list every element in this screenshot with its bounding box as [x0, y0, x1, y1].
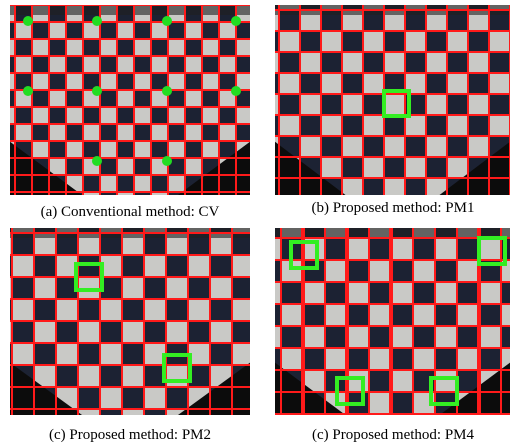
green-marker	[92, 86, 102, 96]
checkerboard	[275, 5, 510, 195]
caption: (c) Proposed method: PM2	[49, 427, 211, 443]
green-marker	[231, 86, 241, 96]
checkerboard	[10, 5, 250, 195]
green-marker	[162, 86, 172, 96]
image-panel	[10, 5, 250, 195]
caption: (a) Conventional method: CV	[41, 204, 220, 220]
image-panel	[275, 228, 510, 415]
green-marker	[162, 156, 172, 166]
image-panel	[10, 228, 250, 415]
green-marker	[23, 16, 33, 26]
green-marker	[92, 156, 102, 166]
green-marker	[23, 86, 33, 96]
image-panel	[275, 5, 510, 195]
figure: (a) Conventional method: CV (b) Proposed…	[0, 0, 516, 447]
green-marker	[162, 16, 172, 26]
caption: (b) Proposed method: PM1	[312, 200, 475, 216]
top-shadow	[10, 5, 250, 15]
caption: (c) Proposed method: PM4	[312, 427, 475, 443]
green-marker	[231, 16, 241, 26]
green-marker	[92, 16, 102, 26]
